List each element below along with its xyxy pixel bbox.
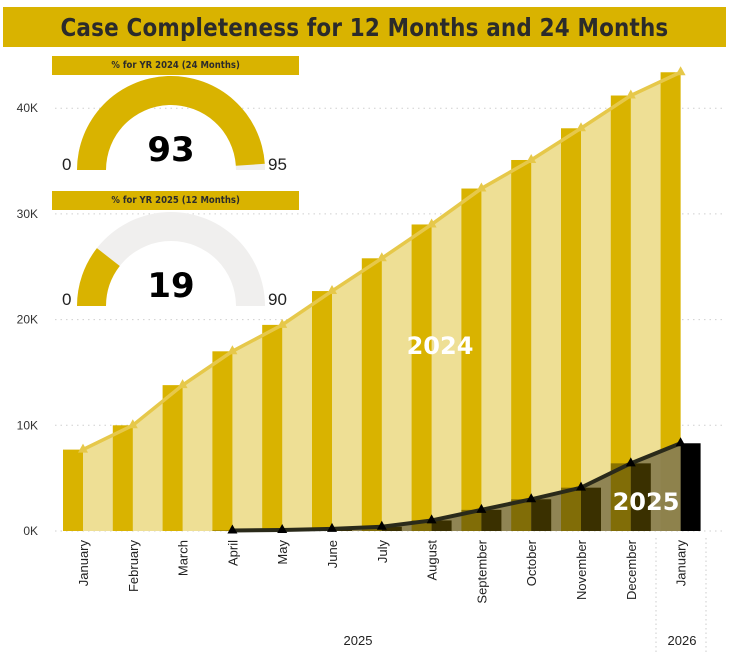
x-tick-label: April — [225, 540, 240, 566]
year-group-label: 2026 — [668, 633, 697, 648]
gauge-2025-value: 19 — [147, 266, 195, 306]
marker-2024 — [625, 89, 636, 99]
marker-2024 — [376, 252, 387, 262]
gauge-2024-max: 95 — [268, 155, 287, 174]
gauge-2024-header: % for YR 2024 (24 Months) — [52, 56, 299, 75]
marker-2024 — [675, 66, 686, 76]
bar-2024 — [162, 385, 183, 531]
marker-2024 — [476, 182, 487, 192]
marker-2024 — [177, 379, 188, 389]
bar-2024 — [511, 159, 532, 532]
marker-2024 — [78, 443, 88, 453]
bar-2025-overlay — [610, 463, 631, 531]
bar-2025 — [531, 499, 552, 531]
bar-2025 — [431, 520, 452, 531]
bar-2024 — [312, 291, 332, 531]
bar-2024 — [660, 72, 681, 532]
marker-2025 — [526, 493, 537, 503]
bar-2024 — [112, 425, 133, 531]
marker-2025 — [327, 522, 337, 532]
marker-2024 — [327, 285, 337, 295]
marker-2024 — [426, 218, 437, 228]
bar-2024 — [561, 128, 581, 531]
marker-2025 — [675, 437, 686, 447]
bar-2024 — [262, 324, 283, 531]
x-tick-label: March — [176, 540, 191, 576]
marker-2025 — [476, 503, 487, 513]
x-tick-label: October — [524, 539, 539, 586]
year-group-label: 2025 — [344, 633, 373, 648]
bar-2025 — [680, 443, 701, 531]
bar-2025 — [630, 463, 651, 531]
marker-2024 — [127, 419, 138, 429]
marker-2025 — [576, 481, 586, 491]
marker-2024 — [576, 122, 586, 132]
x-tick-label: December — [624, 539, 639, 600]
gauge-2024-min: 0 — [62, 155, 72, 174]
bar-2025 — [581, 487, 601, 531]
series-label-2024: 2024 — [407, 332, 474, 360]
gauge-2025-min: 0 — [62, 290, 72, 309]
x-tick-label: June — [325, 540, 340, 568]
marker-2025 — [376, 520, 387, 530]
bar-2024 — [610, 95, 631, 532]
chart-title: Case Completeness for 12 Months and 24 M… — [60, 12, 669, 42]
x-tick-label: January — [76, 540, 91, 587]
gauge-2025-header: % for YR 2025 (12 Months) — [52, 191, 299, 210]
series-label-2025: 2025 — [613, 488, 680, 516]
gauge-2025-fill — [77, 248, 120, 306]
x-tick-label: May — [275, 540, 290, 565]
marker-2025 — [277, 523, 288, 533]
gauge-2025-track — [77, 212, 265, 306]
y-tick-label: 30K — [17, 207, 38, 221]
x-tick-label: February — [126, 540, 141, 593]
y-tick-label: 10K — [17, 418, 38, 432]
x-tick-label: January — [674, 540, 689, 587]
bar-2024 — [63, 449, 83, 531]
y-tick-label: 20K — [17, 313, 38, 327]
x-tick-label: August — [425, 540, 440, 581]
line-2025 — [232, 441, 682, 533]
bar-2025-overlay — [411, 520, 432, 531]
bar-2025-overlay — [561, 487, 581, 531]
bar-2025-overlay — [212, 530, 233, 531]
bar-2024 — [461, 188, 482, 532]
marker-2025 — [426, 514, 437, 524]
marker-2025 — [625, 457, 636, 467]
marker-2024 — [227, 345, 238, 355]
bar-2024 — [361, 258, 382, 531]
bar-2024 — [411, 224, 432, 531]
gauge-2025-max: 90 — [268, 290, 287, 309]
bar-2025-overlay — [461, 509, 482, 531]
x-tick-label: September — [474, 539, 489, 603]
gauge-2024-value: 93 — [147, 130, 195, 170]
gauge-2024-fill — [77, 75, 265, 170]
bar-2025-overlay — [511, 499, 532, 531]
marker-2024 — [526, 153, 537, 163]
bar-2024 — [212, 351, 233, 531]
bar-2025 — [481, 509, 502, 531]
marker-2024 — [277, 318, 288, 328]
x-tick-label: November — [574, 539, 589, 600]
x-tick-label: July — [375, 540, 390, 564]
title-banner: Case Completeness for 12 Months and 24 M… — [3, 7, 726, 47]
marker-2025 — [227, 524, 238, 534]
bar-2025 — [381, 526, 402, 531]
y-tick-label: 40K — [17, 101, 38, 115]
y-tick-label: 0K — [23, 524, 38, 538]
